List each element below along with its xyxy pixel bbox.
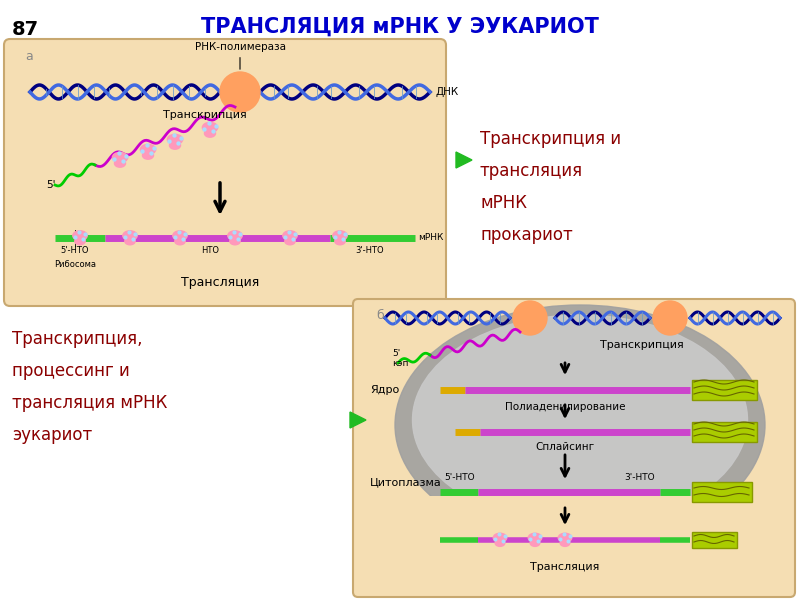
Text: Транскрипция,
процессинг и
трансляция мРНК
эукариот: Транскрипция, процессинг и трансляция мР…: [12, 330, 167, 444]
Text: 5': 5': [392, 349, 400, 358]
Ellipse shape: [142, 152, 154, 159]
Text: НТО: НТО: [201, 246, 219, 255]
Text: Рибосома: Рибосома: [54, 260, 96, 269]
Text: 5'-НТО: 5'-НТО: [61, 246, 90, 255]
Text: 3'-НТО: 3'-НТО: [356, 246, 384, 255]
Ellipse shape: [495, 539, 505, 547]
Text: кэп: кэп: [392, 358, 409, 367]
Ellipse shape: [283, 231, 298, 241]
Text: Транскрипция и
трансляция
мРНК
прокариот: Транскрипция и трансляция мРНК прокариот: [480, 130, 621, 244]
Text: ДНК: ДНК: [435, 87, 458, 97]
Text: ТРАНСЛЯЦИЯ мРНК У ЭУКАРИОТ: ТРАНСЛЯЦИЯ мРНК У ЭУКАРИОТ: [201, 17, 599, 37]
FancyBboxPatch shape: [692, 380, 757, 400]
Ellipse shape: [123, 231, 138, 241]
FancyBboxPatch shape: [692, 532, 737, 548]
Ellipse shape: [558, 533, 572, 542]
FancyBboxPatch shape: [353, 299, 795, 597]
Text: 87: 87: [12, 20, 39, 39]
Text: а: а: [25, 50, 33, 63]
Text: 3'-НТО: 3'-НТО: [625, 473, 655, 482]
Ellipse shape: [413, 315, 747, 525]
FancyBboxPatch shape: [692, 482, 752, 502]
Ellipse shape: [114, 160, 126, 167]
Text: Трансляция: Трансляция: [181, 276, 259, 289]
Ellipse shape: [333, 231, 347, 241]
Ellipse shape: [125, 238, 135, 245]
Text: мРНК: мРНК: [418, 233, 443, 242]
Circle shape: [513, 301, 547, 335]
Text: Полиаденилирование: Полиаденилирование: [505, 402, 626, 412]
Ellipse shape: [285, 238, 295, 245]
Ellipse shape: [202, 122, 218, 133]
Ellipse shape: [73, 231, 87, 241]
Ellipse shape: [170, 142, 181, 149]
Ellipse shape: [205, 130, 215, 137]
Ellipse shape: [230, 238, 240, 245]
FancyBboxPatch shape: [4, 39, 446, 306]
Text: 5': 5': [46, 180, 55, 190]
Text: Цитоплазма: Цитоплазма: [370, 477, 442, 487]
Text: 5'-НТО: 5'-НТО: [445, 473, 475, 482]
Ellipse shape: [560, 539, 570, 547]
Ellipse shape: [530, 539, 540, 547]
Text: б: б: [376, 309, 384, 322]
Circle shape: [653, 301, 687, 335]
Text: Транскрипция: Транскрипция: [163, 110, 247, 120]
Text: Трансляция: Трансляция: [530, 562, 600, 572]
Polygon shape: [350, 412, 366, 428]
Ellipse shape: [528, 533, 542, 542]
Text: РНК-полимераза: РНК-полимераза: [194, 42, 286, 69]
Circle shape: [220, 72, 260, 112]
Text: Ядро: Ядро: [370, 385, 399, 395]
Ellipse shape: [75, 238, 86, 245]
FancyBboxPatch shape: [692, 422, 757, 442]
Ellipse shape: [494, 533, 506, 542]
Ellipse shape: [395, 305, 765, 545]
Ellipse shape: [140, 145, 156, 155]
Polygon shape: [456, 152, 472, 168]
Ellipse shape: [173, 231, 187, 241]
Ellipse shape: [335, 238, 346, 245]
Ellipse shape: [228, 231, 242, 241]
Ellipse shape: [174, 238, 185, 245]
Ellipse shape: [167, 134, 182, 145]
Text: Сплайсинг: Сплайсинг: [535, 442, 594, 452]
FancyBboxPatch shape: [358, 496, 790, 592]
Text: Транскрипция: Транскрипция: [600, 340, 684, 350]
Ellipse shape: [112, 152, 128, 163]
